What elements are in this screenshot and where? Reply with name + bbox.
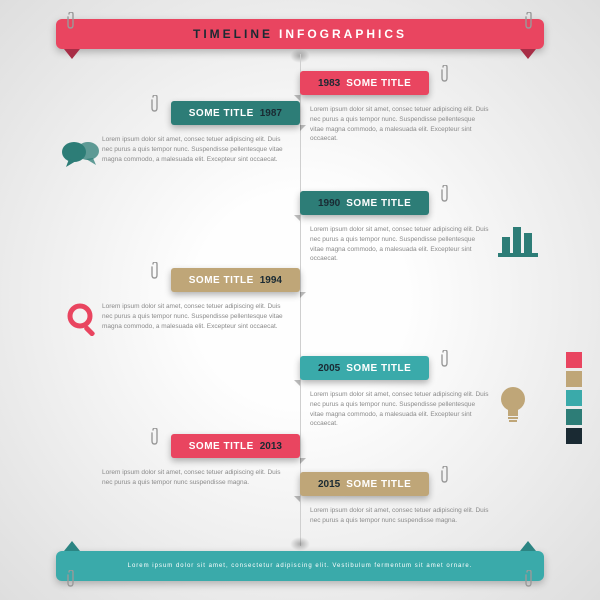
- paperclip-icon: [524, 12, 534, 30]
- lightbulb-icon: [498, 386, 528, 431]
- event-body: Lorem ipsum dolor sit amet, consec tetue…: [310, 390, 490, 429]
- event-year: 2005: [318, 363, 340, 374]
- event-title: SOME TITLE: [346, 198, 411, 209]
- paperclip-icon: [440, 185, 450, 203]
- event-year: 1994: [260, 275, 282, 286]
- event-tag: 2015 SOME TITLE: [300, 472, 429, 496]
- event-title: SOME TITLE: [346, 479, 411, 490]
- footer-text: Lorem ipsum dolor sit amet, consectetur …: [128, 563, 473, 569]
- speech-bubbles-icon: [62, 139, 100, 176]
- event-year: 1990: [318, 198, 340, 209]
- swatch: [566, 428, 582, 444]
- event-2015: 2015 SOME TITLE Lorem ipsum dolor sit am…: [300, 472, 490, 526]
- event-body: Lorem ipsum dolor sit amet, consec tetue…: [102, 135, 292, 164]
- event-body: Lorem ipsum dolor sit amet, consec tetue…: [102, 302, 292, 331]
- event-title: SOME TITLE: [346, 363, 411, 374]
- footer-banner: Lorem ipsum dolor sit amet, consectetur …: [56, 551, 544, 581]
- event-year: 2015: [318, 479, 340, 490]
- paperclip-icon: [150, 262, 160, 280]
- event-title: SOME TITLE: [189, 275, 254, 286]
- event-2013: SOME TITLE 2013 Lorem ipsum dolor sit am…: [102, 434, 300, 488]
- event-year: 1983: [318, 78, 340, 89]
- header-banner: TIMELINE INFOGRAPHICS: [56, 19, 544, 49]
- paperclip-icon: [524, 570, 534, 588]
- paperclip-icon: [150, 428, 160, 446]
- event-title: SOME TITLE: [346, 78, 411, 89]
- event-title: SOME TITLE: [189, 108, 254, 119]
- event-1987: SOME TITLE 1987 Lorem ipsum dolor sit am…: [102, 101, 300, 164]
- event-tag: 2005 SOME TITLE: [300, 356, 429, 380]
- header-part1: TIMELINE: [193, 27, 273, 41]
- header-part2: INFOGRAPHICS: [279, 27, 407, 41]
- event-tag: 1990 SOME TITLE: [300, 191, 429, 215]
- shadow: [290, 537, 310, 551]
- paperclip-icon: [440, 350, 450, 368]
- event-body: Lorem ipsum dolor sit amet, consec tetue…: [310, 506, 490, 526]
- paperclip-icon: [66, 570, 76, 588]
- bar-chart-icon: [498, 223, 538, 262]
- event-body: Lorem ipsum dolor sit amet, consec tetue…: [310, 225, 490, 264]
- event-year: 2013: [260, 441, 282, 452]
- paperclip-icon: [66, 12, 76, 30]
- color-palette-legend: [566, 352, 582, 447]
- swatch: [566, 352, 582, 368]
- event-1994: SOME TITLE 1994 Lorem ipsum dolor sit am…: [102, 268, 300, 331]
- event-tag: SOME TITLE 1987: [171, 101, 300, 125]
- magnifier-icon: [66, 302, 100, 341]
- swatch: [566, 409, 582, 425]
- event-2005: 2005 SOME TITLE Lorem ipsum dolor sit am…: [300, 356, 490, 429]
- swatch: [566, 390, 582, 406]
- paperclip-icon: [440, 65, 450, 83]
- event-body: Lorem ipsum dolor sit amet, consec tetue…: [102, 468, 292, 488]
- event-tag: 1983 SOME TITLE: [300, 71, 429, 95]
- event-year: 1987: [260, 108, 282, 119]
- event-1990: 1990 SOME TITLE Lorem ipsum dolor sit am…: [300, 191, 490, 264]
- paperclip-icon: [150, 95, 160, 113]
- swatch: [566, 371, 582, 387]
- event-body: Lorem ipsum dolor sit amet, consec tetue…: [310, 105, 490, 144]
- event-tag: SOME TITLE 1994: [171, 268, 300, 292]
- paperclip-icon: [440, 466, 450, 484]
- event-title: SOME TITLE: [189, 441, 254, 452]
- event-tag: SOME TITLE 2013: [171, 434, 300, 458]
- event-1983: 1983 SOME TITLE Lorem ipsum dolor sit am…: [300, 71, 490, 144]
